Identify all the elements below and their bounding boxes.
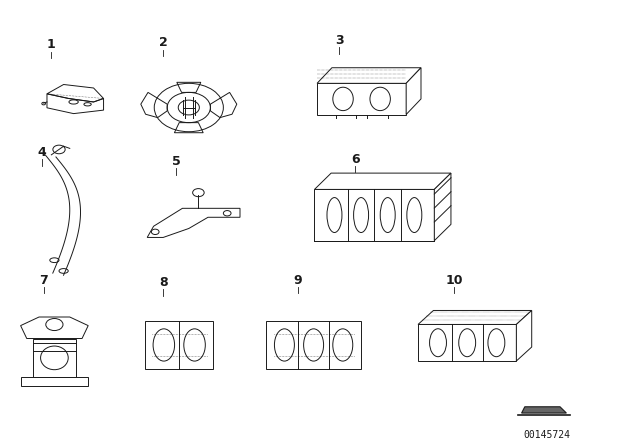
Polygon shape [33, 339, 76, 377]
Polygon shape [314, 190, 435, 241]
Text: 10: 10 [445, 273, 463, 287]
Text: 8: 8 [159, 276, 168, 289]
Polygon shape [516, 310, 532, 361]
Text: 9: 9 [293, 273, 302, 287]
Polygon shape [145, 321, 213, 369]
Polygon shape [317, 83, 406, 115]
Polygon shape [314, 173, 451, 190]
Text: 1: 1 [47, 38, 56, 52]
Polygon shape [418, 324, 516, 361]
Polygon shape [317, 68, 421, 83]
Text: 00145724: 00145724 [524, 430, 571, 440]
Polygon shape [20, 377, 88, 386]
Polygon shape [147, 208, 240, 237]
Polygon shape [435, 173, 451, 241]
Text: 7: 7 [39, 273, 48, 287]
Text: 2: 2 [159, 36, 168, 49]
Polygon shape [47, 94, 104, 114]
Polygon shape [418, 310, 532, 324]
Polygon shape [522, 407, 566, 413]
Polygon shape [266, 321, 361, 369]
Polygon shape [406, 68, 421, 115]
Text: 4: 4 [37, 146, 46, 159]
Text: 6: 6 [351, 152, 360, 166]
Text: 3: 3 [335, 34, 344, 47]
Text: 5: 5 [172, 155, 180, 168]
